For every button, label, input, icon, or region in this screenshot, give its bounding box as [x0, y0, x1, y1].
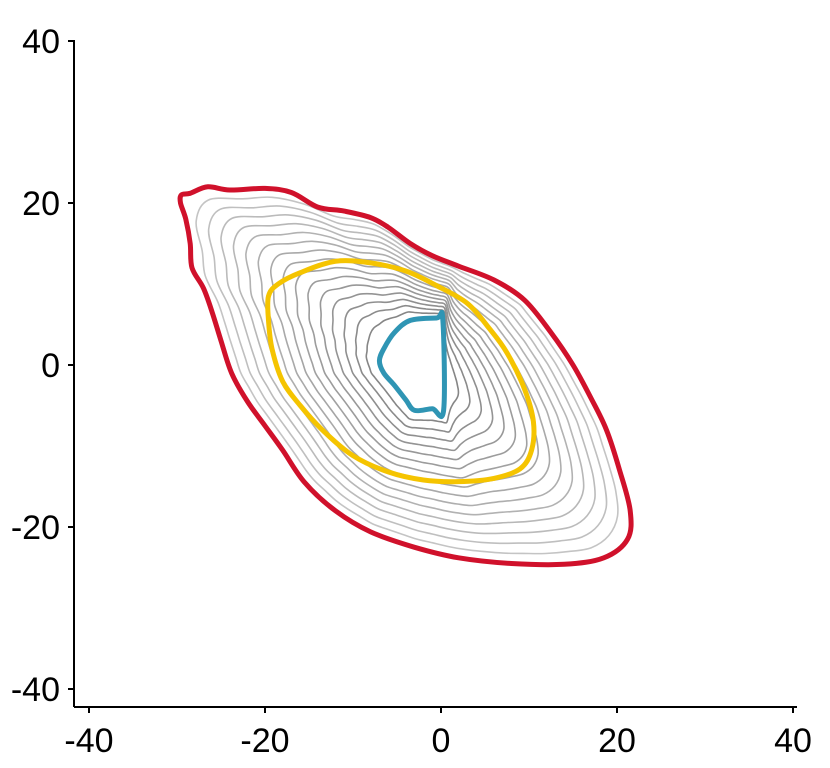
axes: -40 -20 0 20 40 -40 -20 0 20 40 — [11, 23, 812, 760]
y-tick-label: -20 — [11, 509, 60, 547]
contour-line — [331, 292, 494, 452]
contour-line — [269, 249, 551, 498]
contour-line — [282, 258, 540, 488]
inner-contour — [376, 309, 447, 419]
x-tick-label: 0 — [432, 722, 451, 760]
contour-line — [307, 275, 517, 470]
x-tick-label: 20 — [598, 722, 636, 760]
x-ticks: -40 -20 0 20 40 — [64, 707, 812, 760]
intermediate-contours — [195, 196, 619, 555]
y-tick-label: 0 — [41, 347, 60, 385]
contour-line — [220, 213, 596, 535]
y-tick-label: -40 — [11, 671, 60, 709]
x-tick-label: 40 — [774, 722, 812, 760]
contour-line — [195, 196, 619, 555]
outer-contour — [177, 184, 634, 568]
middle-contour — [265, 258, 537, 485]
contour-line — [294, 266, 528, 479]
x-tick-label: -20 — [240, 722, 289, 760]
y-ticks: -40 -20 0 20 40 — [11, 23, 74, 709]
contour-line — [232, 222, 585, 525]
x-tick-label: -40 — [64, 722, 113, 760]
contour-line — [343, 298, 483, 443]
y-tick-label: 20 — [22, 185, 60, 223]
y-tick-label: 40 — [22, 23, 60, 61]
contour-line — [354, 304, 471, 433]
contour-line — [207, 205, 608, 545]
contour-line — [319, 284, 505, 461]
contour-line — [365, 311, 460, 424]
highlighted-contours — [177, 184, 634, 568]
